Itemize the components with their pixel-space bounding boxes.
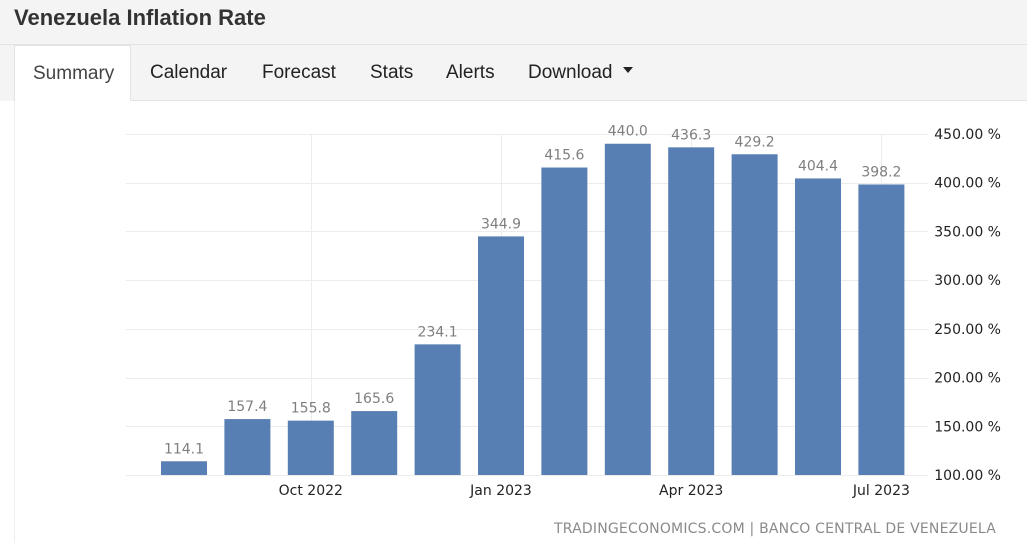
y-tick-label: 400.00 % [934,176,1001,192]
tab-bar: Summary Calendar Forecast Stats Alerts D… [0,45,1027,101]
data-label: 155.8 [291,401,331,417]
x-tick-label: Jul 2023 [852,483,910,499]
data-label: 114.1 [164,441,204,457]
caret-down-icon [622,66,633,73]
bar [858,184,905,475]
data-label: 234.1 [418,324,458,340]
bar [541,167,588,475]
bar [478,236,524,475]
x-tick-label: Oct 2022 [279,483,343,499]
tab-download-label: Download [528,62,613,83]
panel-left-border [14,101,15,543]
data-label: 398.2 [861,164,901,180]
bar [414,344,461,475]
tab-stats[interactable]: Stats [370,62,414,83]
page-title: Venezuela Inflation Rate [14,5,266,30]
bar [604,143,651,475]
tab-forecast[interactable]: Forecast [262,62,336,83]
bar [795,178,841,475]
y-tick-label: 450.00 % [934,127,1001,143]
chart-source: TRADINGECONOMICS.COM | BANCO CENTRAL DE … [554,521,996,537]
x-tick-label: Jan 2023 [469,483,532,499]
bar [161,461,207,475]
y-tick-label: 100.00 % [934,468,1001,484]
data-label: 404.4 [798,158,838,174]
y-tick-label: 150.00 % [934,419,1001,435]
data-label: 436.3 [671,127,711,143]
data-label: 440.0 [608,124,648,140]
data-label: 344.9 [481,216,521,232]
x-tick-label: Apr 2023 [659,483,723,499]
bar [224,419,271,475]
y-tick-label: 250.00 % [934,322,1001,338]
data-label: 157.4 [227,399,267,415]
bar [287,420,334,475]
tab-alerts[interactable]: Alerts [446,62,495,83]
bar [351,411,398,475]
tab-download[interactable]: Download [528,45,633,101]
y-tick-label: 300.00 % [934,273,1001,289]
bar [668,147,715,475]
data-label: 165.6 [354,391,394,407]
tab-summary[interactable]: Summary [14,45,131,101]
y-tick-label: 350.00 % [934,224,1001,240]
tab-calendar[interactable]: Calendar [150,62,228,83]
page-header: Venezuela Inflation Rate [0,0,1027,45]
tab-bar-divider [131,100,1027,101]
bar [731,154,778,475]
data-label: 429.2 [735,134,775,150]
data-label: 415.6 [544,148,584,164]
y-tick-label: 200.00 % [934,371,1001,387]
